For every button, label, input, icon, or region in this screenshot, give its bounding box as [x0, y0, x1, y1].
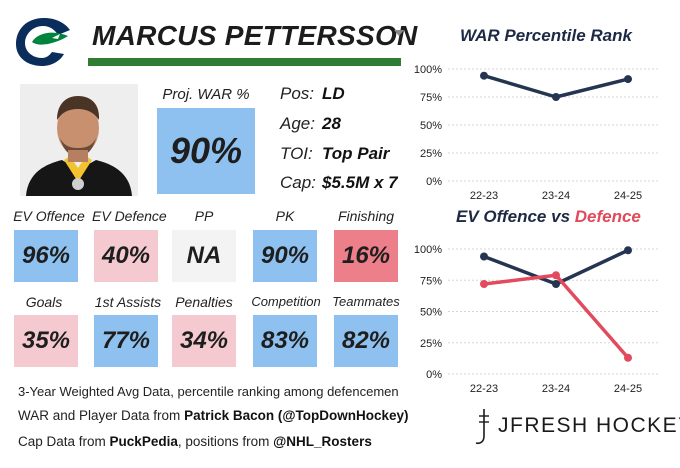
stat-label-first-assists: 1st Assists: [94, 294, 162, 310]
stat-tile-ev-defence: 40%: [94, 230, 158, 282]
stat-tile-competition: 83%: [253, 315, 317, 367]
chart-2-series-1-point: [480, 280, 488, 288]
chart-2-series-1-point: [552, 271, 560, 280]
stat-label-finishing: Finishing: [337, 208, 395, 224]
chart-2-y-tick-label: 50%: [420, 307, 442, 319]
jfresh-logo-mark: [474, 408, 490, 446]
chart-2-title: EV Offence vs Defence: [456, 207, 641, 227]
credit-2-source-2: @NHL_Rosters: [273, 434, 372, 449]
chart-2-y-tick-label: 100%: [414, 244, 442, 256]
stat-label-goals: Goals: [25, 294, 63, 310]
chart-1-y-tick-label: 0%: [426, 176, 442, 188]
chart-1-y-tick-label: 25%: [420, 148, 442, 160]
jfresh-mark-icon: [475, 409, 489, 445]
canucks-logo: [12, 14, 76, 70]
chart-2-title-offence: EV Offence: [456, 207, 547, 226]
pos-value: LD: [322, 84, 345, 103]
stat-tile-first-assists: 77%: [94, 315, 158, 367]
chart-2-series-0-point: [552, 280, 560, 288]
proj-war-label: Proj. WAR %: [162, 86, 250, 103]
chart-2-x-tick-label: 24-25: [614, 383, 642, 395]
chart-2-x-tick-label: 23-24: [542, 383, 570, 395]
stat-label-pp: PP: [194, 208, 214, 224]
toi-key: TOI:: [280, 144, 313, 163]
chart-1-title: WAR Percentile Rank: [460, 26, 632, 45]
credit-2-source-1: PuckPedia: [109, 434, 178, 449]
cap-value: $5.5M x 7: [322, 173, 398, 192]
stat-label-teammates: Teammates: [332, 294, 400, 309]
stat-tile-teammates: 82%: [334, 315, 398, 367]
chart-1-x-tick-label: 23-24: [542, 190, 570, 202]
orca-logo-icon: [16, 18, 70, 66]
chart-1-x-tick-label: 24-25: [614, 190, 642, 202]
stat-label-pk: PK: [275, 208, 295, 224]
chart-2-series-0-point: [480, 252, 488, 261]
player-headshot-image: [20, 84, 138, 196]
stat-label-ev-defence: EV Defence: [92, 208, 167, 224]
cap-key: Cap:: [280, 173, 316, 192]
chart-2-y-tick-label: 25%: [420, 338, 442, 350]
methodology-note: 3-Year Weighted Avg Data, percentile ran…: [18, 384, 399, 399]
stat-tile-penalties: 34%: [172, 315, 236, 367]
brand-wordmark: JFRESH HOCKEY: [498, 414, 680, 437]
credit-2-prefix: Cap Data from: [18, 434, 110, 449]
title-underline-bar: [88, 58, 401, 66]
chart-1-series-0-point: [552, 93, 560, 101]
chart-2-title-vs: vs: [546, 207, 575, 226]
pos-key: Pos:: [280, 84, 315, 103]
age-key: Age:: [280, 114, 315, 133]
stat-label-competition: Competition: [251, 294, 321, 309]
chart-2-series-1-point: [624, 353, 632, 362]
stat-tile-finishing: 16%: [334, 230, 398, 282]
ev-offence-vs-defence-chart: 100% 75% 50% 25% 0% 22-23 23-24 24-25: [414, 244, 658, 395]
chart-2-y-tick-label: 75%: [420, 275, 442, 287]
player-name: MARCUS PETTERSSON: [92, 20, 418, 51]
credit-line-1: WAR and Player Data from Patrick Bacon (…: [18, 408, 409, 423]
chart-2-x-tick-label: 22-23: [470, 383, 498, 395]
chart-1-y-tick-label: 75%: [420, 92, 442, 104]
stat-tile-pp: NA: [172, 230, 236, 282]
stat-label-ev-offence: EV Offence: [13, 208, 85, 224]
credit-1-prefix: WAR and Player Data from: [18, 408, 185, 423]
chart-2-title-defence: Defence: [574, 207, 641, 226]
stat-tile-goals: 35%: [14, 315, 78, 367]
chart-2-series-0-point: [624, 246, 632, 255]
player-headshot: [20, 84, 138, 196]
credit-line-2: Cap Data from PuckPedia, positions from …: [18, 434, 372, 449]
chart-1-y-tick-label: 100%: [414, 64, 442, 76]
chart-2-y-tick-label: 0%: [426, 369, 442, 381]
chart-1-series-0-point: [480, 71, 488, 80]
chart-1-y-tick-label: 50%: [420, 120, 442, 132]
toi-value: Top Pair: [322, 144, 390, 163]
age-value: 28: [322, 114, 341, 133]
chart-1-series-0-point: [624, 75, 632, 84]
chart-1-x-tick-label: 22-23: [470, 190, 498, 202]
war-percentile-chart: 100% 75% 50% 25% 0% 22-23 23-24 24-25: [414, 64, 658, 202]
player-dropdown-chevron-icon[interactable]: [394, 30, 404, 36]
stat-tile-pk: 90%: [253, 230, 317, 282]
stat-label-penalties: Penalties: [175, 294, 233, 310]
stat-tile-ev-offence: 96%: [14, 230, 78, 282]
proj-war-value-tile: 90%: [157, 108, 255, 194]
credit-1-source: Patrick Bacon (@TopDownHockey): [184, 408, 409, 423]
credit-2-mid: , positions from: [177, 434, 274, 449]
